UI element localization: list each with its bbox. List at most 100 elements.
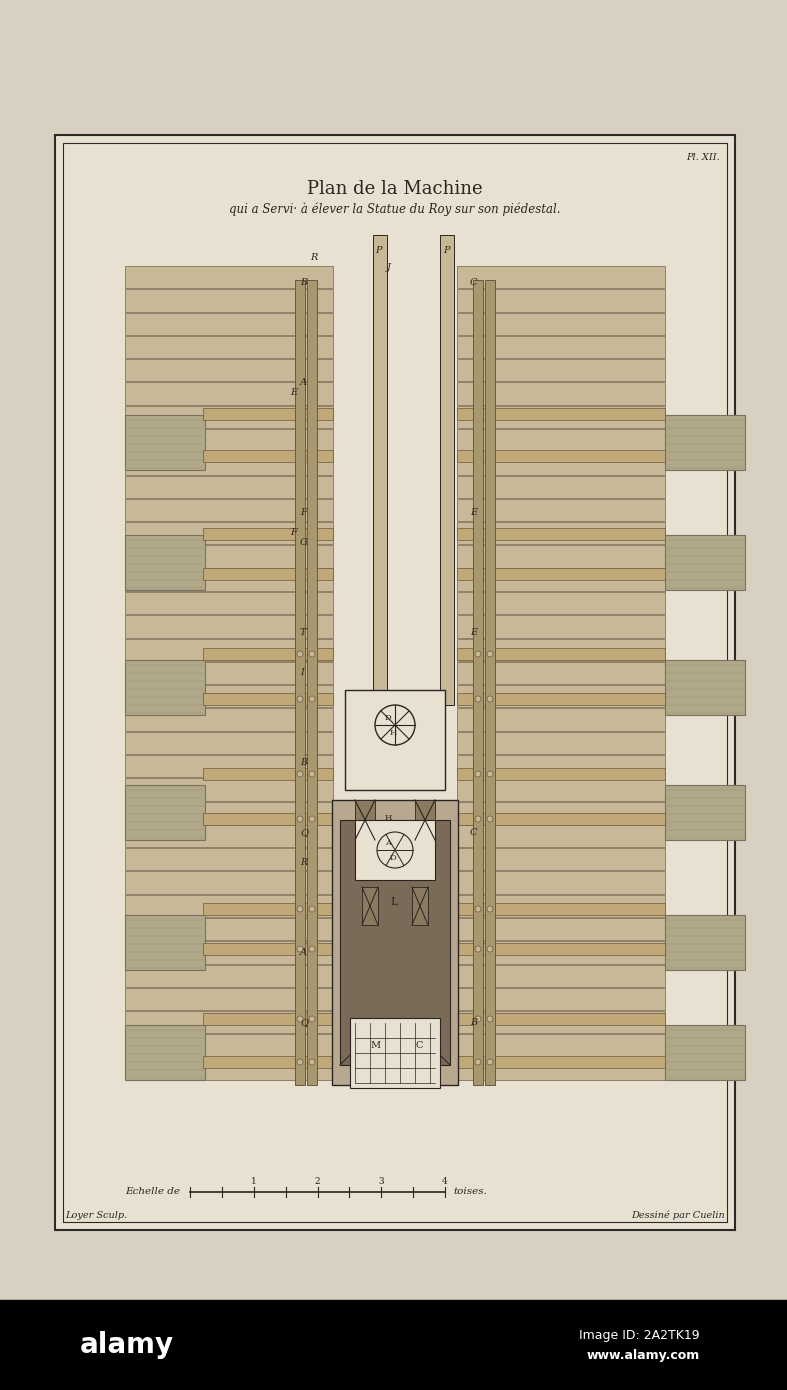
- Bar: [125, 1011, 333, 1033]
- Text: alamy: alamy: [80, 1332, 174, 1359]
- Circle shape: [475, 816, 481, 821]
- Circle shape: [309, 906, 315, 912]
- Bar: [125, 965, 333, 987]
- Bar: [412, 887, 428, 924]
- Circle shape: [487, 696, 493, 702]
- Bar: [665, 535, 745, 589]
- Text: Image ID: 2A2TK19: Image ID: 2A2TK19: [579, 1329, 700, 1341]
- Circle shape: [487, 651, 493, 657]
- Bar: [125, 785, 205, 840]
- Text: Dessiné par Cuelin: Dessiné par Cuelin: [631, 1211, 725, 1220]
- Bar: [457, 917, 665, 940]
- Bar: [457, 988, 665, 1011]
- Bar: [440, 235, 454, 705]
- Bar: [295, 279, 305, 1086]
- Bar: [457, 569, 665, 591]
- Text: A: A: [300, 948, 307, 956]
- Text: www.alamy.com: www.alamy.com: [587, 1348, 700, 1361]
- Bar: [125, 336, 333, 359]
- Bar: [125, 731, 333, 753]
- Circle shape: [475, 696, 481, 702]
- Text: G: G: [300, 538, 308, 548]
- Bar: [125, 988, 333, 1011]
- Bar: [457, 289, 665, 311]
- Bar: [457, 499, 665, 521]
- Text: I: I: [300, 669, 304, 677]
- Bar: [125, 915, 205, 970]
- Circle shape: [297, 651, 303, 657]
- Bar: [665, 416, 745, 470]
- Bar: [203, 648, 333, 660]
- Bar: [203, 1013, 333, 1024]
- Bar: [457, 942, 665, 955]
- Bar: [125, 872, 333, 894]
- Text: C: C: [470, 278, 478, 286]
- Text: E: E: [470, 507, 477, 517]
- Bar: [125, 592, 333, 614]
- Bar: [203, 769, 333, 780]
- Bar: [373, 235, 387, 705]
- Text: H: H: [390, 728, 397, 737]
- Bar: [125, 848, 333, 870]
- Bar: [457, 662, 665, 684]
- Bar: [457, 872, 665, 894]
- Bar: [457, 1013, 665, 1024]
- Circle shape: [487, 906, 493, 912]
- Bar: [457, 406, 665, 428]
- Bar: [125, 265, 333, 288]
- Bar: [125, 685, 333, 708]
- Bar: [125, 709, 333, 731]
- Bar: [125, 359, 333, 381]
- Circle shape: [475, 1059, 481, 1065]
- Bar: [457, 528, 665, 539]
- Bar: [457, 569, 665, 580]
- Bar: [457, 895, 665, 917]
- Bar: [125, 416, 205, 470]
- Bar: [125, 1058, 333, 1080]
- Bar: [457, 313, 665, 335]
- Bar: [457, 430, 665, 452]
- Circle shape: [309, 1016, 315, 1022]
- Bar: [125, 662, 333, 684]
- Bar: [457, 638, 665, 660]
- Bar: [125, 289, 333, 311]
- Bar: [457, 813, 665, 826]
- Circle shape: [475, 906, 481, 912]
- Bar: [485, 279, 495, 1086]
- Text: T: T: [300, 628, 306, 637]
- Bar: [415, 801, 435, 840]
- Circle shape: [297, 906, 303, 912]
- Circle shape: [475, 947, 481, 952]
- Bar: [457, 1011, 665, 1033]
- Text: Loyer Sculp.: Loyer Sculp.: [65, 1211, 127, 1219]
- Bar: [125, 523, 333, 545]
- Bar: [362, 887, 378, 924]
- Text: 3: 3: [379, 1177, 384, 1186]
- Text: M: M: [370, 1041, 380, 1049]
- Bar: [355, 820, 435, 880]
- Bar: [457, 382, 665, 404]
- Text: F: F: [300, 507, 307, 517]
- Bar: [203, 942, 333, 955]
- Text: C: C: [470, 828, 478, 837]
- Circle shape: [309, 947, 315, 952]
- Bar: [203, 1056, 333, 1068]
- Text: C: C: [415, 1041, 423, 1049]
- Circle shape: [297, 1059, 303, 1065]
- Bar: [665, 915, 745, 970]
- Bar: [457, 545, 665, 567]
- Circle shape: [297, 816, 303, 821]
- Text: qui a Servi· à élever la Statue du Roy sur son piédestal.: qui a Servi· à élever la Statue du Roy s…: [229, 203, 561, 217]
- Bar: [125, 406, 333, 428]
- Bar: [125, 313, 333, 335]
- Text: Pl. XII.: Pl. XII.: [686, 153, 720, 163]
- Text: D: D: [385, 714, 392, 721]
- Text: 4: 4: [442, 1177, 448, 1186]
- Bar: [307, 279, 317, 1086]
- Bar: [457, 1056, 665, 1068]
- Text: J: J: [387, 263, 391, 272]
- Circle shape: [487, 816, 493, 821]
- Text: B: B: [470, 1017, 477, 1027]
- Text: R: R: [300, 858, 308, 867]
- Bar: [457, 694, 665, 705]
